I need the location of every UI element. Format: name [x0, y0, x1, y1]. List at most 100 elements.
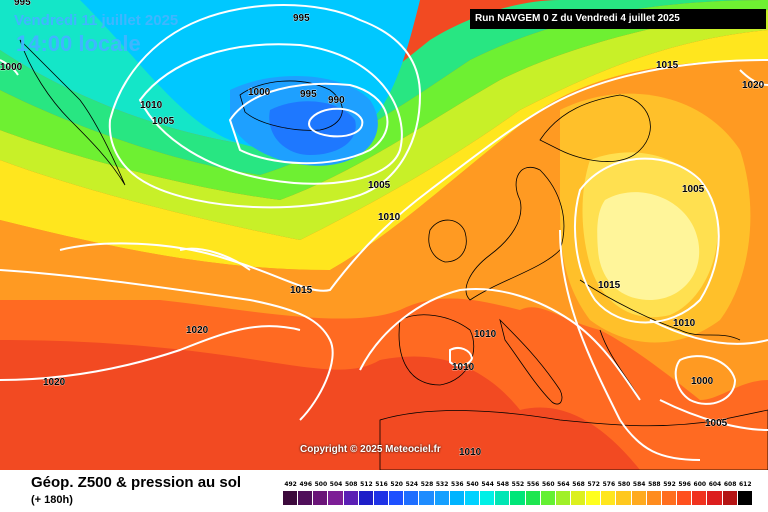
isobar-label: 1015 — [598, 280, 621, 291]
legend-value: 568 — [572, 481, 585, 488]
legend-swatch — [601, 491, 617, 505]
legend-value: 536 — [451, 481, 464, 488]
legend-value: 584 — [632, 481, 646, 488]
isobar-label: 1020 — [742, 80, 765, 91]
legend-swatch — [661, 491, 678, 505]
legend-value: 580 — [617, 481, 631, 488]
isobar-label: 1010 — [459, 447, 482, 458]
isobar-label: 1015 — [656, 60, 679, 71]
legend-value: 608 — [723, 481, 737, 488]
legend-swatch — [677, 491, 693, 505]
copyright-notice: Copyright © 2025 Meteociel.fr — [300, 444, 441, 455]
legend-swatch — [358, 491, 374, 505]
legend-value: 504 — [329, 481, 343, 488]
isobar-label: 1020 — [186, 325, 209, 336]
isobar-label: 1000 — [691, 376, 714, 387]
legend-swatch — [692, 491, 708, 505]
isobar-label: 1020 — [43, 377, 66, 388]
isobar-label: 1005 — [682, 184, 705, 195]
isobar-labels: 995 1000 995 990 1000 1010 1005 1005 101… — [0, 0, 765, 458]
isobar-label: 995 — [293, 13, 310, 24]
z500-band-yellow — [0, 30, 768, 270]
legend-swatch — [737, 491, 753, 505]
legend-value: 532 — [435, 481, 449, 488]
legend-swatch — [555, 491, 571, 505]
isobar-label: 1005 — [705, 418, 728, 429]
legend-value: 508 — [344, 481, 358, 488]
legend-value: 604 — [708, 481, 722, 488]
legend-swatch — [510, 491, 526, 505]
legend-value: 520 — [390, 481, 403, 488]
legend-swatch — [631, 491, 647, 505]
legend-value: 588 — [648, 481, 661, 488]
legend-value: 564 — [557, 481, 570, 488]
legend-value: 524 — [405, 481, 419, 488]
legend-labels: 492 496 500 504 508 512 516 520 524 528 532 536 540 5… — [283, 480, 753, 489]
isobar-label: 1000 — [248, 87, 271, 98]
isobar-label: 1000 — [0, 62, 23, 73]
legend-value: 492 — [284, 481, 297, 488]
legend-swatch — [419, 491, 435, 505]
isobar-label: 990 — [328, 95, 345, 106]
color-scale-legend: 492 496 500 504 508 512 516 520 524 528 532 536 540 5… — [283, 480, 753, 505]
legend-swatches — [283, 491, 753, 505]
legend-value: 528 — [420, 481, 434, 488]
isobar-label: 1010 — [378, 212, 401, 223]
legend-value: 548 — [496, 481, 510, 488]
legend-value: 516 — [375, 481, 388, 488]
isobar-label: 1010 — [452, 362, 475, 373]
legend-swatch — [540, 491, 556, 505]
legend-swatch — [298, 491, 314, 505]
legend-swatch — [434, 491, 450, 505]
isobars — [0, 4, 768, 461]
legend-swatch — [313, 491, 329, 505]
legend-swatch — [707, 491, 723, 505]
isobar-label: 1010 — [140, 100, 163, 111]
legend-value: 596 — [678, 481, 691, 488]
forecast-date: Vendredi 11 juillet 2025 — [14, 12, 179, 29]
legend-swatch — [646, 491, 662, 505]
legend-value: 600 — [693, 481, 707, 488]
legend-swatch — [586, 491, 602, 505]
isobar-label: 1005 — [152, 116, 175, 127]
legend-swatch — [480, 491, 496, 505]
forecast-range: (+ 180h) — [31, 494, 73, 506]
legend-swatch — [495, 491, 511, 505]
legend-swatch — [722, 491, 738, 505]
map-title: Géop. Z500 & pression au sol — [31, 474, 242, 491]
legend-value: 496 — [299, 481, 312, 488]
legend-value: 572 — [587, 481, 600, 488]
legend-value: 576 — [602, 481, 616, 488]
isobar-label: 1010 — [474, 329, 497, 340]
legend-value: 560 — [541, 481, 555, 488]
legend-swatch — [464, 491, 481, 505]
isobar-label: 1005 — [368, 180, 391, 191]
legend-value: 512 — [360, 481, 373, 488]
isobar-label: 1010 — [673, 318, 696, 329]
legend-swatch — [616, 491, 632, 505]
isobar-label: 995 — [14, 0, 31, 8]
geopotential-map: 995 1000 995 990 1000 1010 1005 1005 101… — [0, 0, 768, 470]
legend-value: 544 — [481, 481, 494, 488]
legend-value: 552 — [511, 481, 525, 488]
z500-band-deep-blue — [269, 101, 356, 155]
legend-value: 500 — [314, 481, 328, 488]
legend-swatch — [525, 491, 541, 505]
legend-value: 612 — [739, 481, 752, 488]
isobar-label: 1015 — [290, 285, 313, 296]
legend-swatch — [404, 491, 420, 505]
legend-value: 540 — [466, 481, 479, 488]
legend-swatch — [283, 491, 299, 505]
legend-swatch — [343, 491, 359, 505]
legend-swatch — [328, 491, 344, 505]
footer-bar: Géop. Z500 & pression au sol (+ 180h) 49… — [0, 470, 768, 512]
isobar-label: 995 — [300, 89, 317, 100]
coastlines — [19, 39, 768, 470]
legend-value: 556 — [526, 481, 540, 488]
legend-swatch — [449, 491, 465, 505]
run-banner: Run NAVGEM 0 Z du Vendredi 4 juillet 202… — [470, 9, 766, 29]
legend-value: 592 — [663, 481, 676, 488]
legend-swatch — [570, 491, 587, 505]
legend-swatch — [389, 491, 405, 505]
